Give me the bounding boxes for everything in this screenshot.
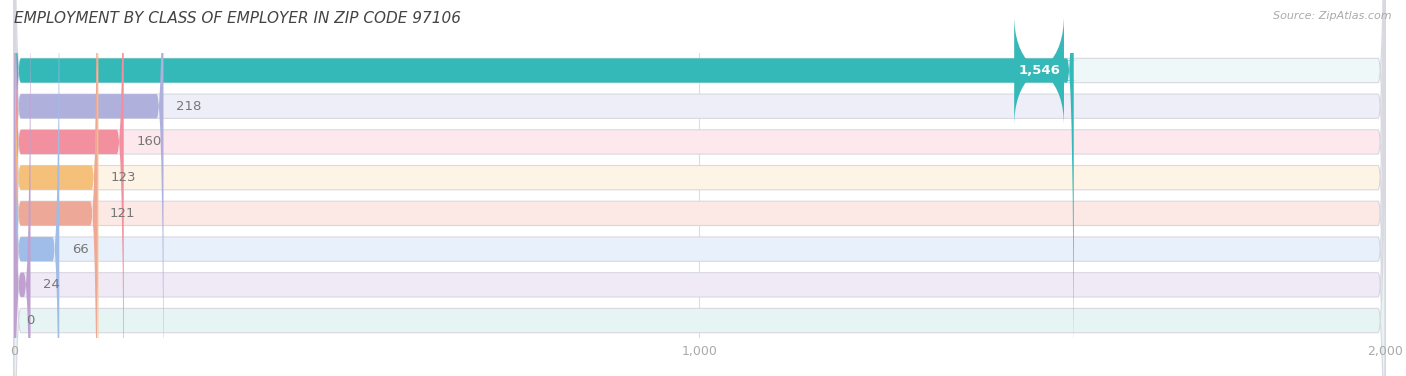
Text: 123: 123	[111, 171, 136, 184]
FancyBboxPatch shape	[14, 0, 1385, 376]
FancyBboxPatch shape	[14, 0, 1385, 376]
FancyBboxPatch shape	[14, 0, 59, 376]
FancyBboxPatch shape	[14, 0, 97, 376]
Text: 218: 218	[176, 100, 201, 113]
Text: 24: 24	[42, 278, 59, 291]
Text: 160: 160	[136, 135, 162, 149]
FancyBboxPatch shape	[14, 0, 1074, 376]
FancyBboxPatch shape	[14, 0, 1385, 376]
FancyBboxPatch shape	[14, 0, 1385, 376]
FancyBboxPatch shape	[14, 0, 1385, 376]
FancyBboxPatch shape	[14, 0, 1385, 376]
Text: EMPLOYMENT BY CLASS OF EMPLOYER IN ZIP CODE 97106: EMPLOYMENT BY CLASS OF EMPLOYER IN ZIP C…	[14, 11, 461, 26]
FancyBboxPatch shape	[14, 0, 1385, 376]
FancyBboxPatch shape	[14, 0, 163, 376]
Text: Source: ZipAtlas.com: Source: ZipAtlas.com	[1274, 11, 1392, 21]
FancyBboxPatch shape	[14, 0, 1385, 376]
Text: 0: 0	[27, 314, 35, 327]
FancyBboxPatch shape	[14, 0, 124, 376]
Text: 1,546: 1,546	[1018, 64, 1060, 77]
FancyBboxPatch shape	[14, 0, 31, 376]
Text: 121: 121	[110, 207, 135, 220]
Text: 66: 66	[72, 243, 89, 256]
FancyBboxPatch shape	[14, 0, 98, 376]
